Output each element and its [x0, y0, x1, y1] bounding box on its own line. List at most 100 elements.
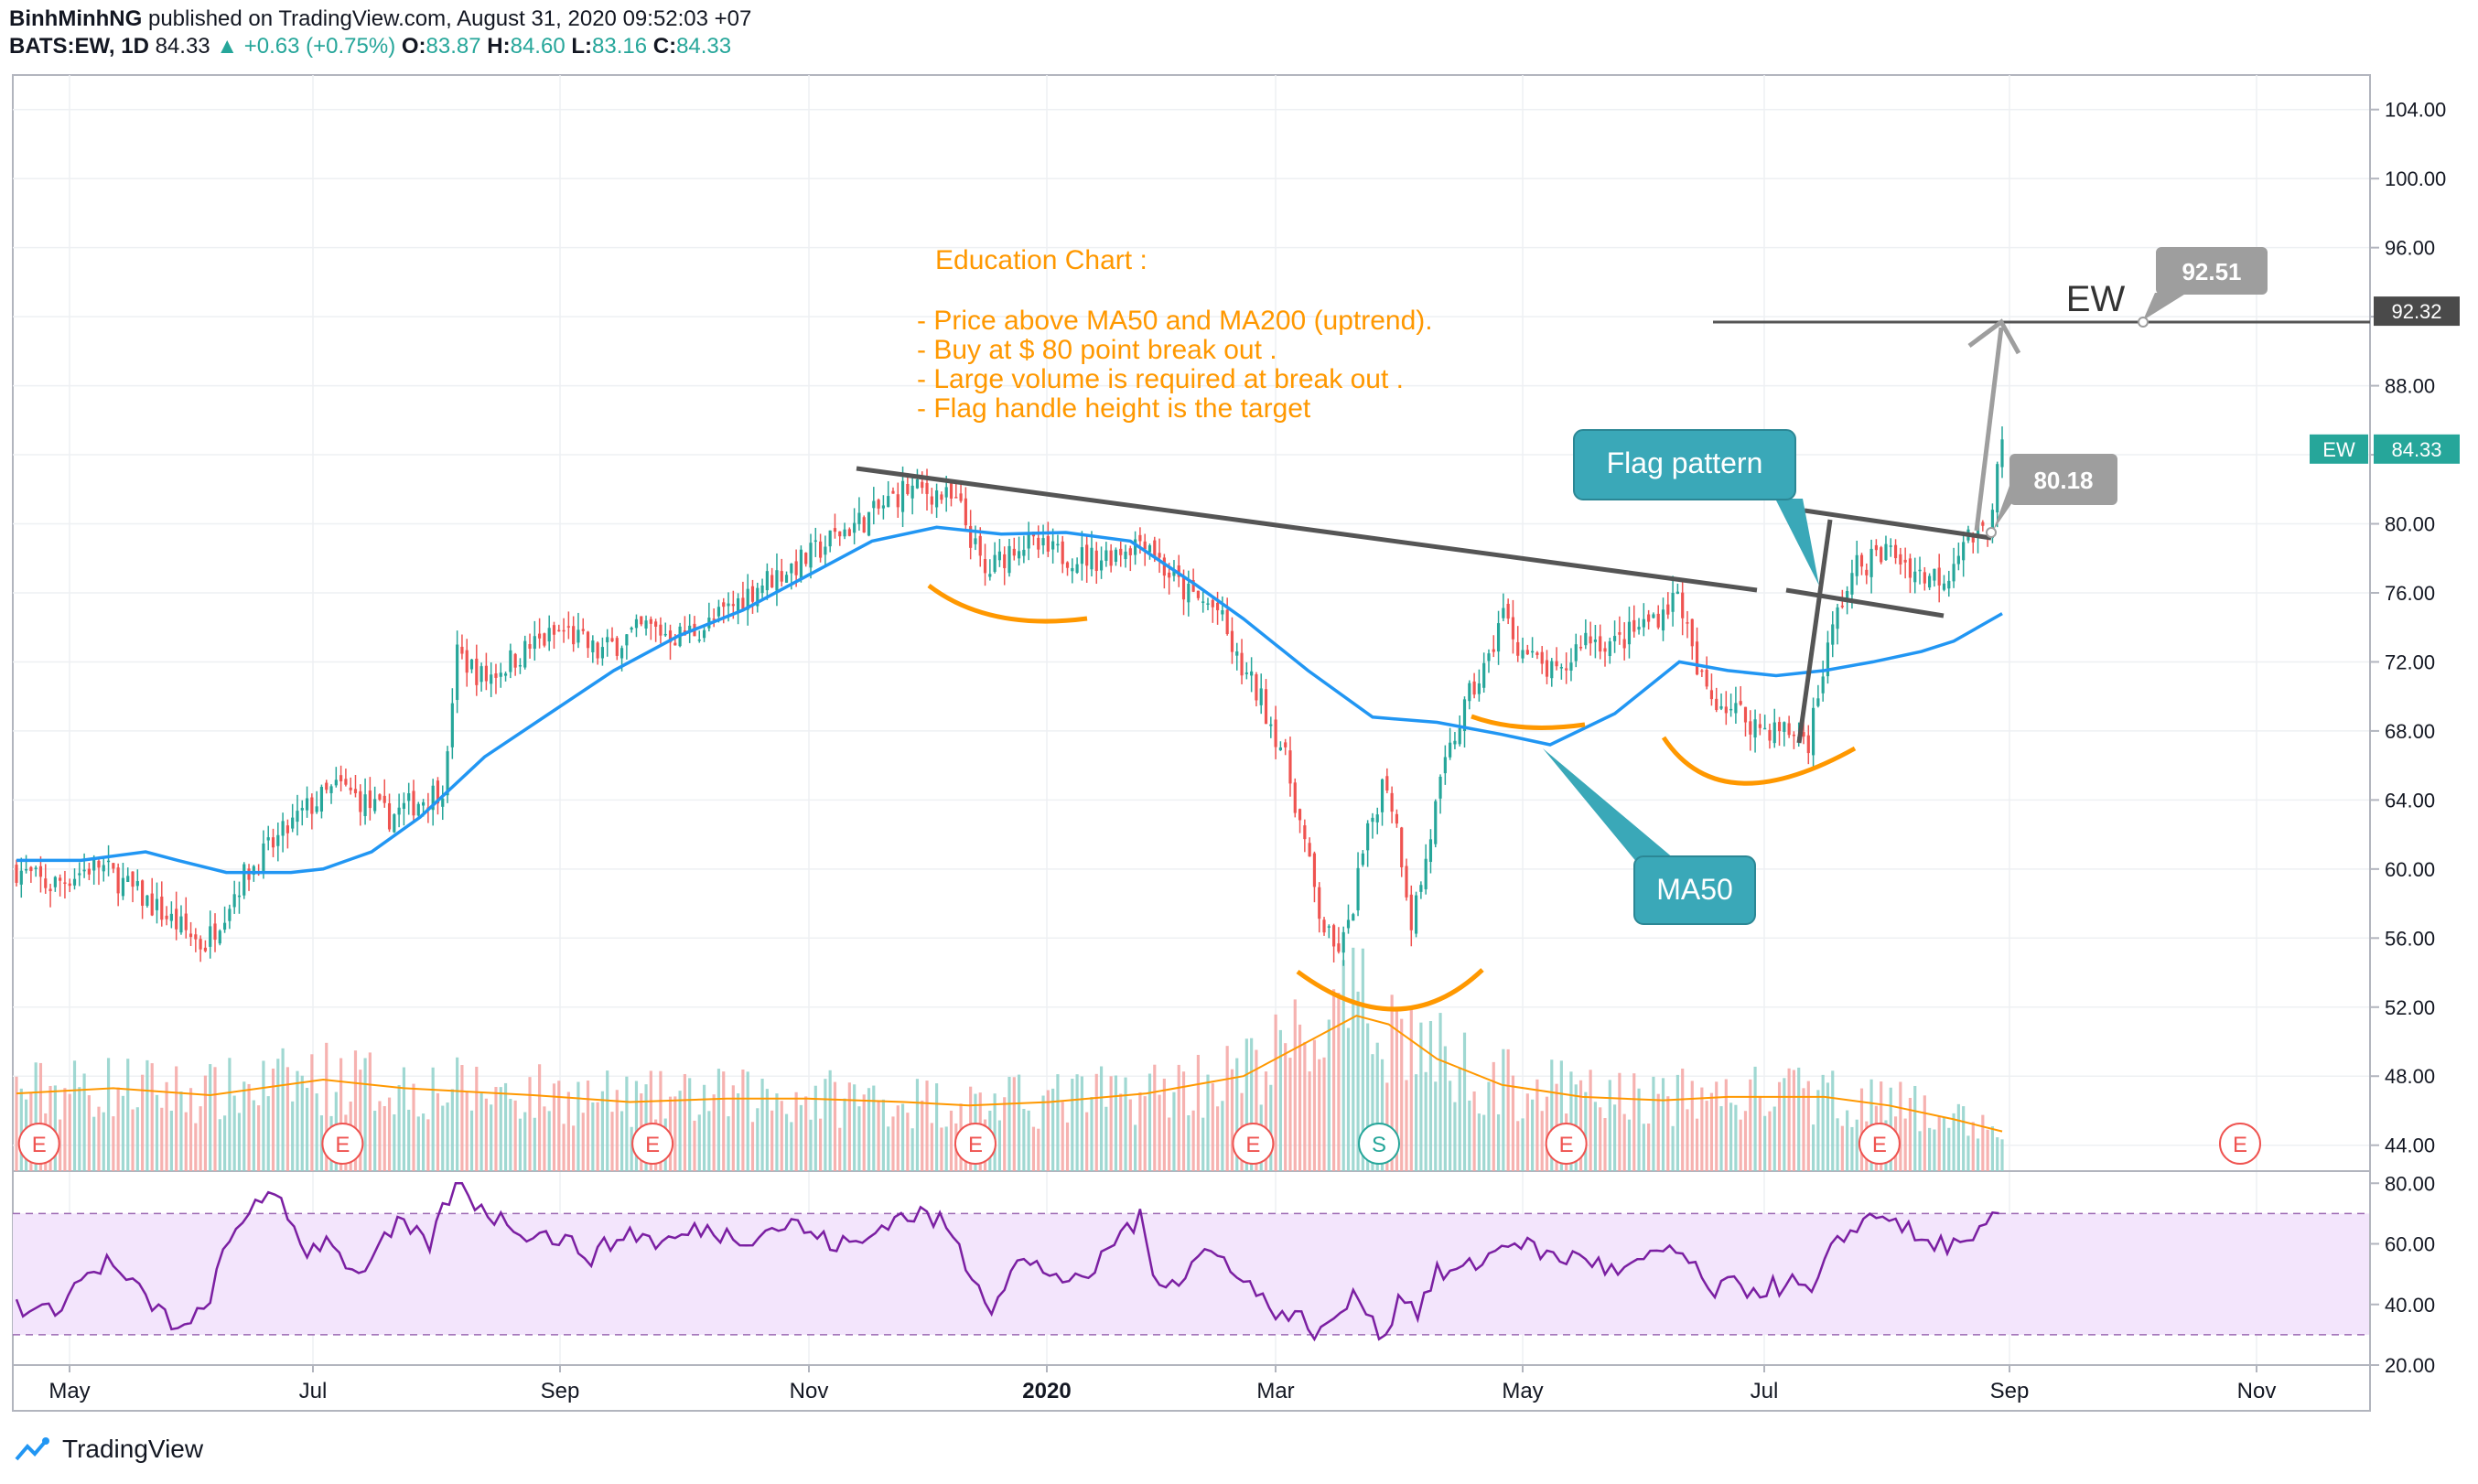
candle-body [1477, 683, 1481, 694]
candle-body [393, 814, 396, 833]
candle-body [1859, 554, 1864, 567]
ma50-line[interactable] [16, 525, 2003, 875]
volume-bar [533, 1117, 536, 1171]
event-marker[interactable]: E [631, 1123, 674, 1165]
volume-bar [106, 1058, 111, 1171]
volume-bar [1147, 1073, 1152, 1171]
volume-bar [1511, 1075, 1515, 1171]
candle-body [1492, 649, 1495, 652]
volume-bar [475, 1066, 479, 1171]
resistance-trendline[interactable] [856, 466, 1758, 593]
price-tick-label: 60.00 [2385, 858, 2435, 881]
event-marker[interactable]: S [1358, 1123, 1401, 1165]
candle-body [1468, 683, 1471, 702]
candle-body [988, 574, 992, 577]
symbol-label[interactable]: BATS:EW, 1D [9, 34, 149, 59]
price-tick-label: 64.00 [2385, 789, 2435, 812]
volume-bar [1506, 1048, 1510, 1171]
candle-body [1656, 613, 1660, 628]
volume-bar [1177, 1064, 1180, 1171]
drawings[interactable]: Flag pattern MA50 92.51 EW 80.18 Educati… [856, 245, 2370, 1012]
event-marker[interactable]: E [953, 1123, 997, 1165]
candle-body [877, 500, 880, 509]
candle-body [329, 786, 333, 793]
event-marker[interactable]: E [321, 1123, 364, 1165]
education-note[interactable]: Education Chart : - Price above MA50 and… [917, 245, 1433, 424]
event-marker-icon [1358, 1123, 1401, 1165]
candle-body [1632, 619, 1636, 632]
volume-bar [1269, 1084, 1273, 1171]
event-marker[interactable]: E [1858, 1123, 1901, 1165]
volume-bar [426, 1119, 430, 1171]
volume-bar [1976, 1138, 1980, 1171]
curve-may[interactable] [1471, 714, 1586, 730]
candle-body [1743, 706, 1748, 723]
volume-bar [1589, 1070, 1592, 1171]
candle-body [97, 860, 101, 868]
event-marker[interactable]: E [17, 1123, 60, 1165]
rsi-axis[interactable]: 80.00 60.00 40.00 20.00 [2370, 1172, 2435, 1377]
candle-body [382, 795, 386, 803]
flagpole-line[interactable] [1796, 519, 1833, 744]
flag-pattern-callout[interactable]: Flag pattern [1573, 429, 1819, 586]
note-line-4: - Buy at $ 80 point break out . [917, 335, 1277, 365]
price-axis[interactable]: 104.00100.0096.0092.0088.0084.0080.0076.… [2370, 99, 2446, 1157]
volume-bar [1966, 1135, 1970, 1171]
candle-body [1371, 817, 1374, 823]
volume-bar [1012, 1077, 1016, 1171]
volume-bar [707, 1111, 711, 1171]
flag-lower-line[interactable] [1785, 587, 1945, 618]
target-price-callout[interactable]: 92.51 [2138, 247, 2268, 328]
candle-body [1777, 722, 1782, 732]
volume-bar [209, 1064, 212, 1171]
price-tick-label: 96.00 [2385, 237, 2435, 260]
volume-bar [135, 1107, 139, 1171]
event-marker[interactable]: E [1545, 1123, 1588, 1165]
volume-bar [737, 1092, 740, 1171]
event-marker[interactable]: E [2219, 1123, 2261, 1165]
volume-bar [1942, 1116, 1946, 1171]
candle-body [1971, 533, 1975, 543]
candle-body [1104, 550, 1108, 562]
volume-bar [853, 1084, 857, 1171]
candle-body [596, 642, 599, 659]
candle-body [881, 505, 885, 509]
author-name[interactable]: BinhMinhNG [9, 6, 143, 31]
chart-header: BinhMinhNG published on TradingView.com,… [9, 5, 751, 60]
curve-dec[interactable] [927, 584, 1088, 624]
candle-body [1168, 572, 1171, 578]
candle-body [1012, 548, 1016, 556]
volume-bar [179, 1091, 183, 1171]
candle-body [222, 922, 227, 930]
candle-body [431, 785, 435, 811]
candle-body [494, 673, 498, 678]
candle-body [523, 640, 527, 668]
projection-arrow[interactable] [1974, 327, 2004, 532]
tradingview-footer[interactable]: TradingView [15, 1435, 203, 1464]
volume-bar [818, 1118, 823, 1171]
candle-body [1893, 544, 1898, 559]
rsi-line[interactable] [15, 1182, 1999, 1342]
candle-body [1094, 550, 1098, 572]
candle-body [1046, 535, 1050, 552]
breakout-callout[interactable]: 80.18 [1986, 454, 2117, 538]
time-tick-label: 2020 [1022, 1379, 1071, 1403]
curve-mar[interactable] [1296, 968, 1484, 1012]
volume-bar [513, 1100, 517, 1171]
time-axis[interactable]: May Jul Sep Nov 2020 Mar May Jul Sep Nov [48, 1365, 2276, 1403]
time-tick-label: Jul [299, 1379, 328, 1403]
event-marker[interactable]: E [1232, 1123, 1275, 1165]
candle-body [1250, 671, 1254, 676]
volume-bar [722, 1071, 726, 1171]
volume-bar [1449, 1081, 1452, 1171]
last-price-tag-text: 84.33 [2391, 438, 2441, 461]
event-marker-icon [2219, 1123, 2261, 1165]
event-marker-icon [631, 1123, 674, 1165]
curve-jun[interactable] [1661, 736, 1857, 786]
ma50-callout[interactable]: MA50 [1543, 748, 1756, 925]
candle-body [237, 895, 242, 898]
volume-bar [775, 1093, 779, 1171]
flag-upper-line[interactable] [1804, 508, 1992, 541]
